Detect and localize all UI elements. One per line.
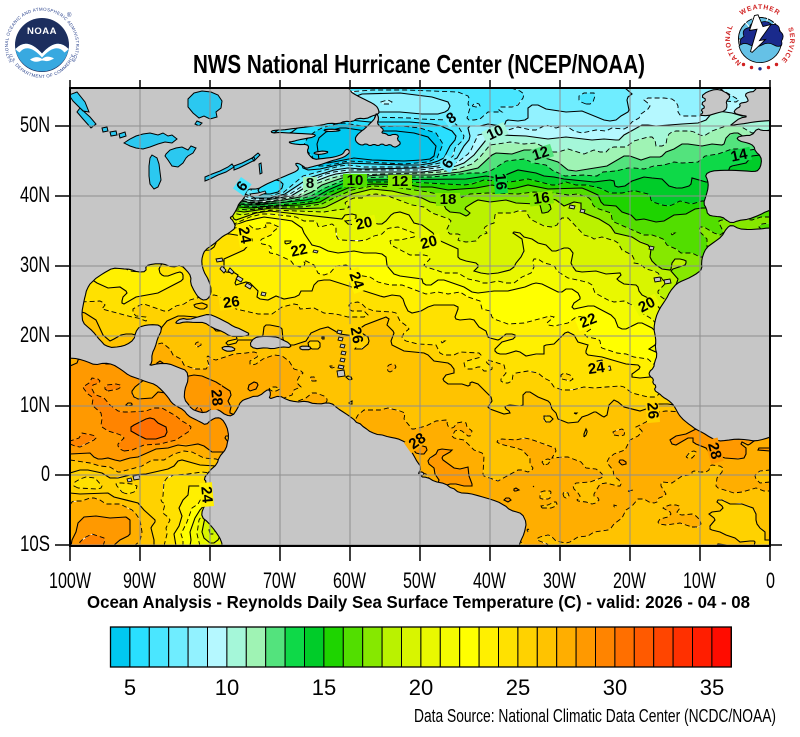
svg-text:20: 20	[419, 232, 440, 253]
svg-text:10: 10	[347, 172, 364, 189]
svg-text:NOAA: NOAA	[27, 26, 57, 37]
svg-text:80W: 80W	[193, 568, 226, 593]
svg-text:20: 20	[409, 675, 433, 700]
svg-text:24: 24	[197, 486, 215, 505]
svg-text:12: 12	[530, 143, 551, 164]
svg-text:0: 0	[766, 568, 775, 593]
svg-text:10: 10	[484, 122, 506, 144]
svg-text:24: 24	[345, 270, 367, 292]
svg-text:26: 26	[643, 402, 661, 420]
svg-text:14: 14	[729, 145, 749, 165]
svg-text:0: 0	[41, 461, 50, 486]
svg-text:50W: 50W	[403, 568, 436, 593]
svg-text:18: 18	[440, 191, 457, 208]
svg-text:8: 8	[306, 175, 314, 192]
svg-text:30W: 30W	[543, 568, 576, 593]
svg-text:60W: 60W	[333, 568, 366, 593]
svg-text:40W: 40W	[473, 568, 506, 593]
svg-text:24: 24	[235, 226, 255, 246]
svg-text:22: 22	[289, 241, 309, 261]
svg-text:28: 28	[406, 430, 429, 453]
svg-text:10S: 10S	[20, 531, 50, 556]
svg-text:Data Source: National Climatic: Data Source: National Climatic Data Cent…	[414, 706, 776, 726]
svg-text:15: 15	[312, 675, 336, 700]
svg-text:20N: 20N	[20, 322, 50, 347]
svg-text:28: 28	[704, 441, 725, 462]
svg-text:16: 16	[491, 173, 509, 191]
svg-text:35: 35	[700, 675, 724, 700]
svg-text:30N: 30N	[20, 252, 50, 277]
svg-text:16: 16	[532, 189, 551, 208]
svg-text:50N: 50N	[20, 112, 50, 137]
svg-text:26: 26	[347, 326, 367, 345]
svg-text:26: 26	[222, 293, 241, 312]
svg-text:12: 12	[392, 173, 409, 190]
svg-text:5: 5	[124, 675, 136, 700]
svg-text:10: 10	[215, 675, 239, 700]
svg-text:70W: 70W	[263, 568, 296, 593]
svg-text:30: 30	[603, 675, 627, 700]
svg-text:24: 24	[587, 359, 607, 378]
svg-text:90W: 90W	[123, 568, 156, 593]
svg-text:25: 25	[506, 675, 530, 700]
svg-text:20: 20	[354, 214, 374, 234]
svg-text:20W: 20W	[613, 568, 646, 593]
svg-text:Ocean Analysis - Reynolds Dail: Ocean Analysis - Reynolds Daily Sea Surf…	[87, 592, 750, 612]
svg-text:®: ®	[67, 12, 72, 19]
svg-text:40N: 40N	[20, 182, 50, 207]
svg-text:28: 28	[207, 389, 225, 407]
svg-text:10N: 10N	[20, 392, 50, 417]
svg-text:100W: 100W	[49, 568, 91, 593]
svg-text:20: 20	[636, 294, 659, 317]
svg-text:NWS National Hurricane Center: NWS National Hurricane Center (NCEP/NOAA…	[193, 49, 645, 79]
svg-text:10W: 10W	[683, 568, 716, 593]
svg-text:22: 22	[577, 310, 599, 332]
